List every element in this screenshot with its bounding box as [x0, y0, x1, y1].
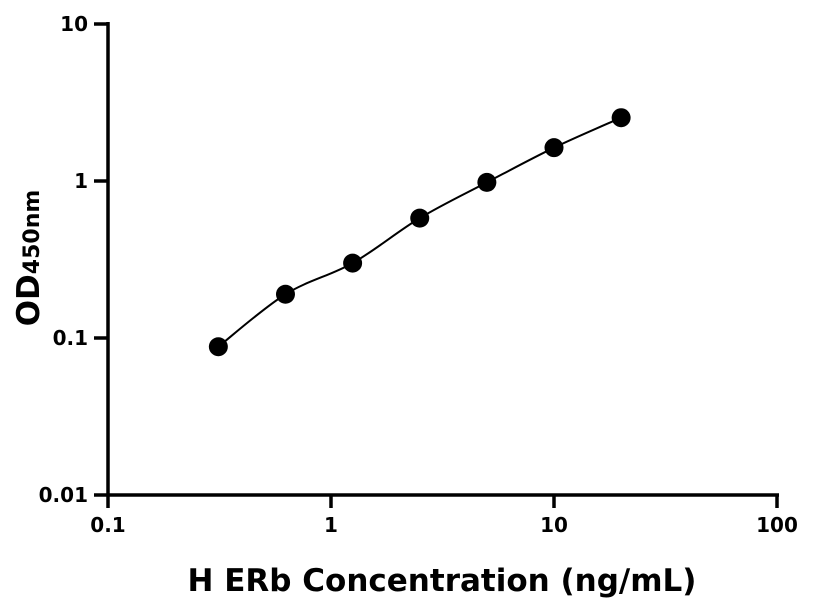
y-axis-label-subscript: 450nm	[20, 190, 45, 275]
y-tick-label: 0.1	[53, 326, 88, 350]
y-tick-label: 1	[74, 169, 88, 193]
x-tick-label: 100	[756, 513, 798, 537]
axes	[106, 22, 779, 497]
data-point	[410, 208, 430, 228]
data-point	[544, 138, 564, 158]
data-point	[611, 108, 631, 128]
x-axis-label: H ERb Concentration (ng/mL)	[188, 563, 697, 599]
y-tick-label: 10	[60, 12, 88, 36]
data-point	[477, 172, 497, 192]
y-axis-label-main: OD	[11, 274, 47, 326]
x-tick-label: 1	[324, 513, 338, 537]
y-tick-label: 0.01	[39, 483, 88, 507]
data-point	[343, 253, 363, 273]
x-tick-label: 10	[540, 513, 568, 537]
data-point	[208, 337, 228, 357]
y-axis-label: OD450nm	[11, 190, 47, 327]
data-point	[275, 284, 295, 304]
x-tick-label: 0.1	[90, 513, 125, 537]
